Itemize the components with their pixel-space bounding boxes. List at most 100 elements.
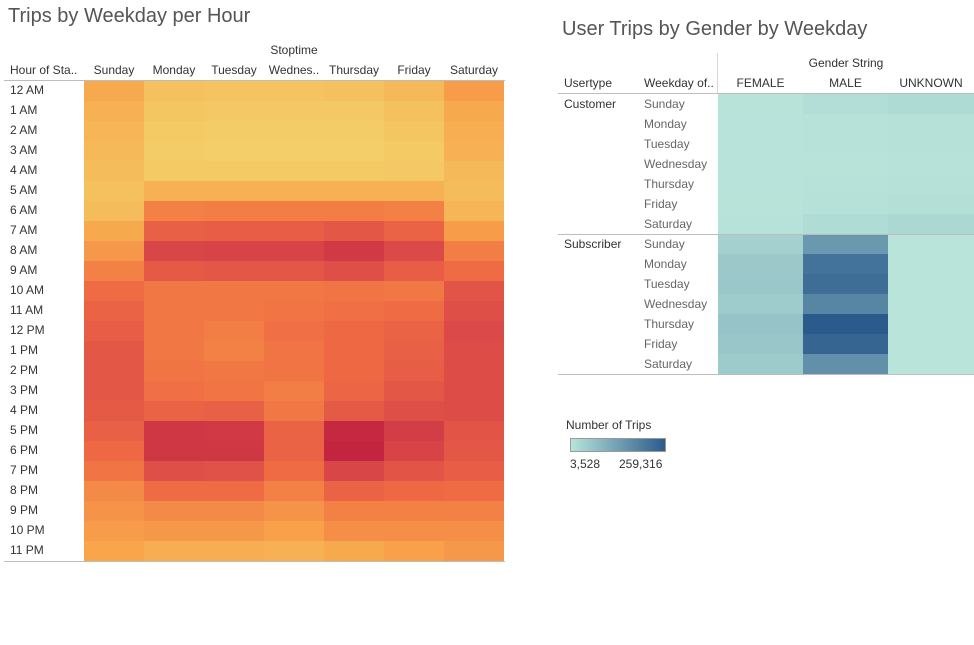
- heatmap-cell: [264, 481, 324, 501]
- heatmap-cell: [144, 281, 204, 301]
- heatmap-cell: [84, 81, 144, 101]
- heatmap-cell: [264, 301, 324, 321]
- header-rule: [558, 93, 974, 94]
- heatmap-cell: [384, 161, 444, 181]
- heatmap-cell: [144, 81, 204, 101]
- heatmap-cell: [384, 361, 444, 381]
- heatmap-cell: [384, 81, 444, 101]
- weekday-label: Monday: [644, 257, 687, 271]
- right-chart-title: User Trips by Gender by Weekday: [562, 18, 868, 40]
- heatmap-cell: [264, 341, 324, 361]
- heatmap-cell: [264, 321, 324, 341]
- heatmap-cell: [803, 354, 888, 374]
- row-label: 3 PM: [10, 383, 39, 397]
- heatmap-cell: [444, 221, 504, 241]
- heatmap-cell: [264, 121, 324, 141]
- row-label: 4 PM: [10, 403, 39, 417]
- heatmap-cell: [888, 234, 974, 254]
- heatmap-cell: [444, 521, 504, 541]
- row-label: 1 PM: [10, 343, 39, 357]
- heatmap-cell: [84, 461, 144, 481]
- row-header-label: Hour of Sta..: [10, 63, 78, 77]
- heatmap-cell: [264, 281, 324, 301]
- heatmap-cell: [718, 314, 803, 334]
- heatmap-cell: [718, 134, 803, 154]
- legend-min-label: 3,528: [570, 457, 601, 471]
- row-label: 11 AM: [10, 303, 44, 317]
- heatmap-cell: [803, 94, 888, 114]
- heatmap-cell: [384, 341, 444, 361]
- usertype-header: Usertype: [564, 76, 613, 90]
- heatmap-cell: [204, 121, 264, 141]
- heatmap-cell: [718, 214, 803, 234]
- row-label: 7 AM: [10, 223, 38, 237]
- heatmap-cell: [803, 114, 888, 134]
- heatmap-cell: [84, 181, 144, 201]
- heatmap-cell: [384, 181, 444, 201]
- weekday-header: Weekday of..: [644, 76, 714, 90]
- row-label: 8 PM: [10, 483, 39, 497]
- heatmap-cell: [444, 261, 504, 281]
- row-label: 5 PM: [10, 423, 39, 437]
- heatmap-cell: [803, 154, 888, 174]
- row-label: 6 AM: [10, 203, 38, 217]
- heatmap-cell: [144, 461, 204, 481]
- heatmap-cell: [144, 101, 204, 121]
- heatmap-cell: [324, 501, 384, 521]
- weekday-label: Saturday: [644, 357, 693, 371]
- row-label: 12 PM: [10, 323, 45, 337]
- column-header: FEMALE: [736, 76, 785, 90]
- column-header: Saturday: [449, 63, 499, 77]
- heatmap-cell: [324, 441, 384, 461]
- heatmap-cell: [204, 321, 264, 341]
- heatmap-cell: [444, 401, 504, 421]
- heatmap-cell: [888, 214, 974, 234]
- heatmap-cell: [444, 161, 504, 181]
- heatmap-cell: [84, 241, 144, 261]
- weekday-label: Friday: [644, 337, 678, 351]
- heatmap-cell: [384, 401, 444, 421]
- heatmap-cell: [803, 314, 888, 334]
- heatmap-cell: [144, 341, 204, 361]
- column-header: Friday: [397, 63, 431, 77]
- heatmap-cell: [444, 461, 504, 481]
- row-label: 7 PM: [10, 463, 39, 477]
- heatmap-cell: [324, 141, 384, 161]
- heatmap-cell: [384, 261, 444, 281]
- row-label: 9 PM: [10, 503, 39, 517]
- heatmap-cell: [84, 141, 144, 161]
- heatmap-cell: [888, 274, 974, 294]
- heatmap-cell: [264, 181, 324, 201]
- row-label: 11 PM: [10, 543, 44, 557]
- group-rule: [558, 234, 974, 235]
- heatmap-cell: [718, 194, 803, 214]
- heatmap-cell: [444, 181, 504, 201]
- heatmap-cell: [144, 321, 204, 341]
- column-header: MALE: [829, 76, 862, 90]
- heatmap-cell: [204, 101, 264, 121]
- heatmap-cell: [84, 361, 144, 381]
- heatmap-cell: [324, 261, 384, 281]
- heatmap-cell: [84, 301, 144, 321]
- heatmap-cell: [84, 481, 144, 501]
- weekday-label: Friday: [644, 197, 678, 211]
- heatmap-cell: [84, 501, 144, 521]
- heatmap-cell: [324, 81, 384, 101]
- row-label: 2 AM: [10, 123, 38, 137]
- row-label: 5 AM: [10, 183, 38, 197]
- heatmap-cell: [84, 321, 144, 341]
- heatmap-cell: [444, 281, 504, 301]
- heatmap-cell: [384, 381, 444, 401]
- heatmap-cell: [384, 481, 444, 501]
- heatmap-cell: [84, 161, 144, 181]
- header-divider: [717, 53, 718, 93]
- heatmap-cell: [888, 354, 974, 374]
- heatmap-cell: [444, 321, 504, 341]
- heatmap-cell: [204, 421, 264, 441]
- column-header: Sunday: [93, 63, 135, 77]
- heatmap-cell: [444, 241, 504, 261]
- heatmap-cell: [324, 461, 384, 481]
- heatmap-cell: [84, 281, 144, 301]
- heatmap-cell: [144, 121, 204, 141]
- heatmap-cell: [444, 301, 504, 321]
